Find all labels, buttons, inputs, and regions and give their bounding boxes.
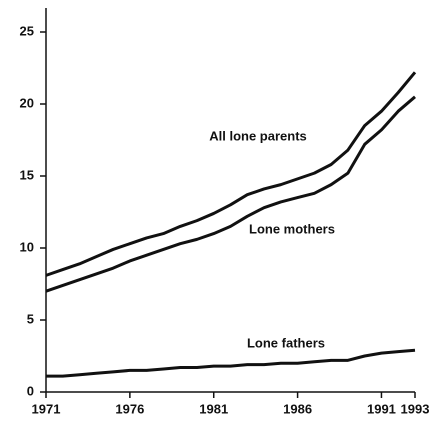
- x-tick-label: 1986: [283, 401, 312, 416]
- y-tick-label: 20: [20, 95, 34, 110]
- series-line: [45, 71, 417, 277]
- x-tick-label: 1976: [115, 401, 144, 416]
- series-label: Lone fathers: [247, 335, 325, 350]
- x-tick-label: 1981: [199, 401, 228, 416]
- x-tick-label: 1991: [367, 401, 396, 416]
- series-line: [46, 348, 416, 378]
- y-tick-label: 25: [20, 23, 34, 38]
- series-label: Lone mothers: [249, 221, 335, 236]
- series-line: [45, 95, 416, 293]
- y-tick-label: 15: [20, 167, 34, 182]
- y-tick-label: 10: [20, 239, 34, 254]
- x-tick-label: 1971: [32, 401, 61, 416]
- x-tick-label: 1993: [401, 401, 430, 416]
- y-tick-label: 0: [27, 383, 34, 398]
- series-label: All lone parents: [209, 128, 307, 143]
- y-tick-label: 5: [27, 311, 34, 326]
